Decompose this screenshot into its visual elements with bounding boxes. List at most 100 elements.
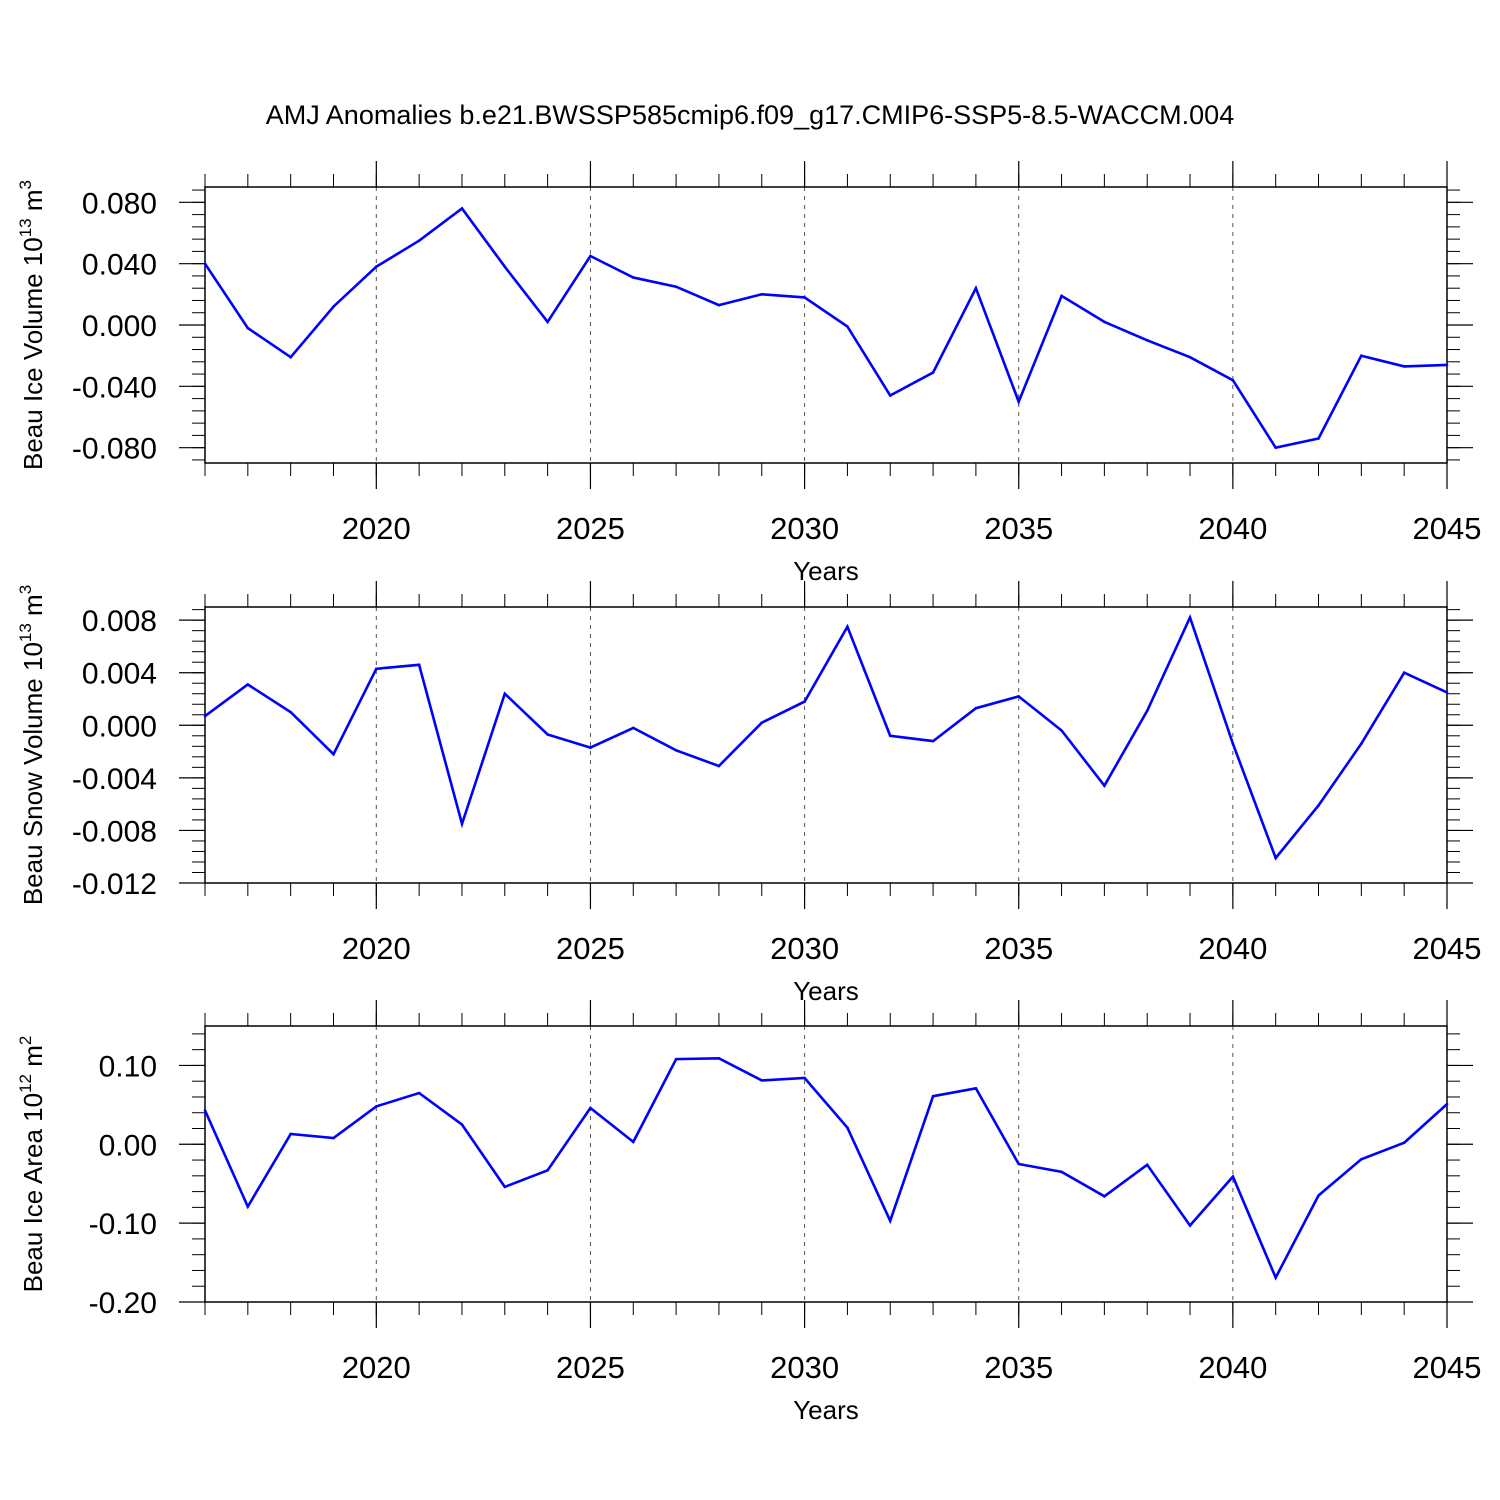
data-point [760, 721, 764, 724]
data-point [289, 710, 292, 714]
data-point [631, 276, 635, 279]
y-tick-label: 0.10 [99, 1050, 157, 1083]
panel-3: 0.10 0.00 -0.10 -0.20 2020 2025 2030 2035 2040 20… [16, 1000, 1481, 1425]
data-point [289, 355, 292, 359]
data-point [974, 1086, 978, 1090]
y-tick-label: -0.080 [72, 433, 157, 466]
data-point [974, 706, 978, 710]
data-point [546, 733, 549, 736]
data-point [803, 700, 806, 703]
data-point [589, 254, 592, 258]
data-point [1317, 804, 1320, 807]
y-tick-label: 0.000 [82, 710, 157, 743]
data-point [1317, 437, 1320, 440]
panels: 0.080 0.040 0.000 -0.040 -0.080 2020 2025 2030 2… [16, 161, 1481, 1425]
data-point [760, 1079, 764, 1082]
x-axis-label: Years [793, 556, 859, 586]
data-point [203, 262, 207, 265]
data-point [717, 764, 721, 768]
data-point [1060, 294, 1063, 298]
data-point [674, 748, 678, 752]
data-point [931, 1094, 935, 1098]
data-point [503, 692, 507, 696]
plot-frame [204, 606, 1448, 884]
x-tick-label: 2030 [770, 1350, 839, 1385]
data-point [589, 746, 592, 749]
data-point [417, 663, 421, 667]
x-tick-label: 2040 [1198, 931, 1267, 966]
data-point [417, 239, 421, 242]
x-tick-label: 2020 [342, 511, 411, 546]
data-point [974, 286, 978, 290]
data-point [846, 625, 849, 629]
x-tick-label: 2020 [342, 931, 411, 966]
series-line [204, 613, 1448, 861]
y-tick-label: -0.20 [89, 1287, 157, 1320]
data-point [1274, 856, 1277, 860]
y-tick-label: 0.00 [99, 1129, 157, 1162]
data-point [1060, 729, 1063, 732]
data-point [1017, 1162, 1021, 1166]
data-point [1402, 671, 1406, 675]
x-tick-label: 2025 [556, 1350, 625, 1385]
y-tick-label: 0.000 [82, 310, 157, 343]
x-axis-label: Years [793, 1395, 859, 1425]
data-point [546, 320, 549, 324]
data-point [1145, 1163, 1149, 1167]
data-point [503, 1185, 507, 1189]
data-point [503, 265, 507, 269]
x-tick-label: 2045 [1413, 1350, 1482, 1385]
y-axis-label: Beau Ice Area 1012 m2 [16, 1036, 48, 1293]
data-point [1103, 784, 1106, 788]
x-tick-label: 2020 [342, 1350, 411, 1385]
x-tick-label: 2040 [1198, 1350, 1267, 1385]
x-tick-label: 2030 [770, 931, 839, 966]
data-point [674, 285, 678, 288]
data-point [375, 265, 378, 269]
data-point [717, 303, 721, 307]
data-point [1103, 320, 1106, 324]
data-point [1060, 1170, 1063, 1174]
data-point [888, 394, 892, 397]
data-point [888, 1219, 892, 1223]
data-point [460, 822, 464, 826]
data-point [1445, 1102, 1449, 1106]
plot-frame [204, 186, 1448, 464]
data-point [332, 752, 335, 756]
data-point [846, 325, 849, 328]
y-tick-label: -0.012 [72, 868, 157, 901]
data-point [631, 1140, 635, 1144]
data-point [460, 207, 464, 210]
data-point [1402, 1141, 1406, 1145]
y-tick-label: -0.008 [72, 815, 157, 848]
data-point [203, 714, 207, 718]
y-tick-label: -0.004 [72, 763, 157, 796]
series-line [203, 1056, 1448, 1281]
y-tick-label: 0.008 [82, 605, 157, 638]
data-point [760, 293, 764, 296]
y-tick-label: 0.004 [82, 658, 157, 691]
data-point [246, 683, 250, 686]
data-point [375, 667, 378, 671]
x-tick-label: 2045 [1413, 931, 1482, 966]
data-point [289, 1132, 292, 1136]
data-point [931, 739, 935, 743]
data-point [1360, 1157, 1363, 1161]
x-axis-label: Years [793, 976, 859, 1006]
plot-frame [204, 1025, 1448, 1303]
data-point [1274, 1276, 1277, 1279]
y-tick-label: 0.080 [82, 187, 157, 220]
x-tick-label: 2035 [984, 931, 1053, 966]
data-point [1145, 339, 1149, 342]
data-point [375, 1105, 378, 1108]
data-point [1188, 616, 1192, 619]
x-tick-label: 2025 [556, 931, 625, 966]
panel-2: 0.008 0.004 0.000 -0.004 -0.008 -0.012 2020 202… [16, 581, 1481, 1006]
x-tick-label: 2030 [770, 511, 839, 546]
y-tick-label: -0.040 [72, 371, 157, 404]
data-point [246, 326, 250, 330]
data-point [332, 305, 335, 308]
y-axis-label: Beau Snow Volume 1013 m3 [16, 585, 48, 905]
data-point [1145, 709, 1149, 713]
